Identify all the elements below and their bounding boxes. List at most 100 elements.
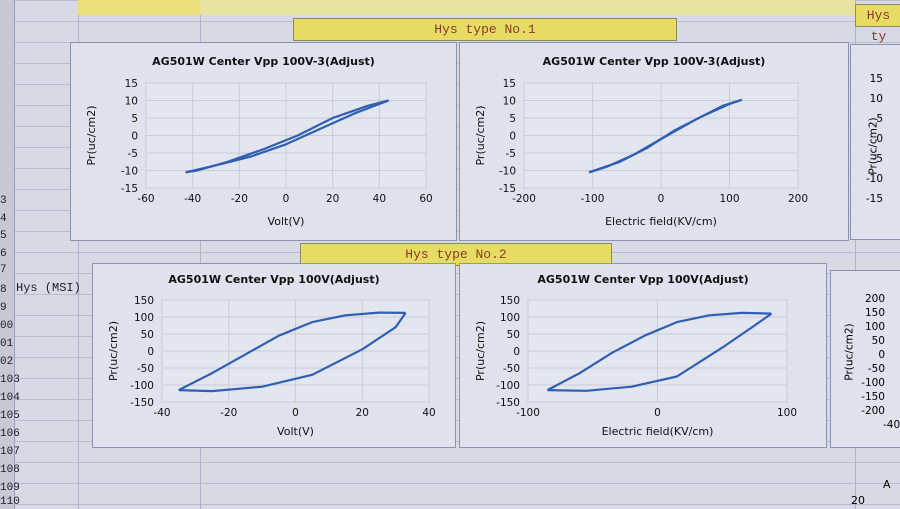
y-tick-label: -10 xyxy=(121,166,138,178)
column-divider xyxy=(855,0,856,509)
hysteresis-line xyxy=(178,311,406,392)
y-tick-label: -100 xyxy=(130,380,154,392)
hys-type-right-banner[interactable]: Hys ty xyxy=(855,4,900,44)
banner-label: Hys ty xyxy=(866,8,891,44)
row-number[interactable]: 104 xyxy=(0,392,20,404)
y-tick-label: -10 xyxy=(499,166,516,178)
tick-label: 0 xyxy=(878,349,885,361)
row-number[interactable]: 106 xyxy=(0,428,20,440)
chart-1[interactable]: -60 -40 -20 0 20 40 60 15 10 5 0 -5 -10 -15 AG501W Cen… xyxy=(70,42,457,241)
cell-value: 20 xyxy=(851,494,865,507)
tick-label: -5 xyxy=(872,153,883,165)
y-tick-label: 0 xyxy=(131,131,138,143)
x-tick-label: -40 xyxy=(153,407,170,419)
chart-4[interactable]: -100 0 100 150 100 50 0 -50 -100 -150 AG501W Cente… xyxy=(459,263,827,448)
x-tick-label: 40 xyxy=(373,193,386,205)
axis-label: Pr(uc/cm2) xyxy=(843,323,856,381)
x-tick-label: -200 xyxy=(512,193,536,205)
y-tick-label: 0 xyxy=(147,346,154,358)
row-number[interactable]: 7 xyxy=(0,264,7,276)
hysteresis-line xyxy=(547,312,773,392)
row-number[interactable]: 103 xyxy=(0,374,20,386)
partial-chart-right-bottom[interactable]: 200 150 100 50 0 -50 -100 -150 -200 Pr(uc/cm2) -40 xyxy=(830,270,900,448)
tick-label: 50 xyxy=(871,335,885,347)
highlighted-cell[interactable] xyxy=(78,0,200,15)
row-number[interactable]: 9 xyxy=(0,302,7,314)
y-axis-label: Pr(uc/cm2) xyxy=(474,321,487,381)
y-tick-label: 50 xyxy=(507,329,520,341)
row-number[interactable]: 5 xyxy=(0,230,7,242)
tick-label: -10 xyxy=(865,173,883,185)
x-tick-label: -40 xyxy=(184,193,201,205)
axis-label: Pr(uc/cm2) xyxy=(867,117,880,175)
hys-type-2-banner[interactable]: Hys type No.2 xyxy=(300,243,612,266)
x-tick-label: -60 xyxy=(137,193,154,205)
cell-letter: A xyxy=(883,478,891,491)
row-header-column xyxy=(0,0,15,509)
chart-3-svg: -40 -20 0 20 40 150 100 50 0 -50 -100 -150 AG501W Ce… xyxy=(107,273,436,438)
x-tick-label: -20 xyxy=(220,407,237,419)
row-number[interactable]: 00 xyxy=(0,320,14,332)
y-tick-label: -50 xyxy=(503,363,520,375)
column-divider xyxy=(78,0,79,509)
y-tick-label: -150 xyxy=(496,397,520,409)
row-number[interactable]: 4 xyxy=(0,213,7,225)
chart-1-svg: -60 -40 -20 0 20 40 60 15 10 5 0 -5 -10 -15 AG501W Cen… xyxy=(85,55,433,228)
banner-label: Hys type No.1 xyxy=(434,22,536,37)
banner-label: Hys type No.2 xyxy=(405,247,507,262)
tick-label: 5 xyxy=(876,113,883,125)
x-axis-label: Volt(V) xyxy=(277,425,314,438)
column-divider xyxy=(200,0,201,509)
x-tick-label: 20 xyxy=(326,193,339,205)
tick-label: 15 xyxy=(869,73,883,85)
row-number[interactable]: 110 xyxy=(0,496,20,508)
y-tick-label: -100 xyxy=(496,380,520,392)
tick-label: -150 xyxy=(861,391,885,403)
partial-chart-right-top[interactable]: 15 10 5 0 -5 -10 -15 Pr(uc/cm2) xyxy=(850,44,900,240)
row-number[interactable]: 3 xyxy=(0,195,7,207)
chart-2[interactable]: -200 -100 0 100 200 15 10 5 0 -5 -10 -15 AG501W Cent… xyxy=(459,42,849,241)
row-number[interactable]: 02 xyxy=(0,356,14,368)
row-number[interactable]: 01 xyxy=(0,338,14,350)
y-axis-label: Pr(uc/cm2) xyxy=(85,105,98,165)
y-tick-label: 0 xyxy=(509,131,516,143)
x-tick-label: 200 xyxy=(788,193,808,205)
tick-label: -15 xyxy=(865,193,883,205)
row-number[interactable]: 8 xyxy=(0,284,7,296)
y-axis-label: Pr(uc/cm2) xyxy=(474,105,487,165)
x-tick-label: -20 xyxy=(231,193,248,205)
x-tick-label: 0 xyxy=(283,193,290,205)
chart-title: AG501W Center Vpp 100V(Adjust) xyxy=(537,273,748,286)
row-number[interactable]: 107 xyxy=(0,446,20,458)
row-number[interactable]: 105 xyxy=(0,410,20,422)
y-tick-label: 15 xyxy=(125,78,138,90)
row-number[interactable]: 109 xyxy=(0,482,20,494)
y-tick-label: 5 xyxy=(131,113,138,125)
y-tick-label: 0 xyxy=(513,346,520,358)
x-tick-label: 100 xyxy=(777,407,797,419)
chart-title: AG501W Center Vpp 100V(Adjust) xyxy=(168,273,379,286)
tick-label: 200 xyxy=(864,293,885,305)
x-tick-label: -100 xyxy=(516,407,540,419)
chart-3[interactable]: -40 -20 0 20 40 150 100 50 0 -50 -100 -150 AG501W Ce… xyxy=(92,263,456,448)
row-number[interactable]: 6 xyxy=(0,248,7,260)
y-tick-label: 50 xyxy=(141,329,154,341)
tick-label: 150 xyxy=(864,307,885,319)
hysteresis-line xyxy=(178,312,407,393)
tick-label: 0 xyxy=(876,133,883,145)
tick-label: -200 xyxy=(861,405,885,417)
y-tick-label: 10 xyxy=(503,96,516,108)
y-axis-label: Pr(uc/cm2) xyxy=(107,321,120,381)
y-tick-label: -150 xyxy=(130,397,154,409)
y-tick-label: 10 xyxy=(125,96,138,108)
row-number[interactable]: 108 xyxy=(0,464,20,476)
highlighted-cell[interactable] xyxy=(200,0,855,15)
y-tick-label: 150 xyxy=(134,295,154,307)
row-label-hys-msi[interactable]: Hys (MSI) xyxy=(16,281,81,295)
x-axis-label: Electric field(KV/cm) xyxy=(602,425,714,438)
hys-type-1-banner[interactable]: Hys type No.1 xyxy=(293,18,677,41)
y-tick-label: -5 xyxy=(506,148,516,160)
x-tick-label: 20 xyxy=(356,407,369,419)
x-tick-label: 0 xyxy=(654,407,661,419)
x-tick-label: 0 xyxy=(658,193,665,205)
